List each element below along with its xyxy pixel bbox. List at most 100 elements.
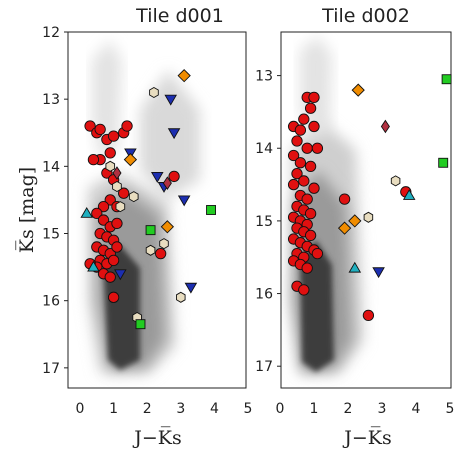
- x-tick-label: 3: [176, 401, 185, 417]
- star-circle: [107, 291, 120, 303]
- star-circle: [301, 142, 313, 154]
- star-hexagon: [112, 180, 122, 193]
- star-circle: [168, 170, 180, 183]
- star-circle: [304, 207, 317, 220]
- x-tick-label: 5: [446, 401, 455, 417]
- star-circle: [94, 123, 106, 136]
- star-diamond: [351, 83, 365, 97]
- star-circle: [111, 217, 123, 230]
- star-circle: [111, 241, 123, 253]
- star-circle: [107, 130, 120, 142]
- star-diamond: [160, 220, 174, 234]
- star-circle: [298, 284, 310, 296]
- star-diamond: [337, 221, 352, 235]
- star-circle: [311, 247, 324, 260]
- star-diamond: [162, 176, 172, 190]
- star-hexagon: [176, 291, 186, 303]
- star-circle: [362, 309, 375, 321]
- markers-d002: [287, 74, 452, 321]
- star-circle: [97, 200, 110, 213]
- star-circle: [97, 214, 110, 226]
- y-ticks-d002: 13 14 15 16 17: [255, 69, 281, 375]
- star-triangle-down: [177, 195, 191, 207]
- x-axis-label-d002: J−K̅s: [342, 427, 391, 449]
- star-triangle-down: [372, 267, 385, 279]
- y-tick-label: 16: [42, 294, 60, 310]
- star-hexagon: [363, 211, 374, 223]
- y-tick-label: 14: [255, 141, 273, 157]
- star-triangle-up: [348, 261, 362, 273]
- y-axis-label: K̅s [mag]: [16, 167, 38, 253]
- y-tick-label: 17: [42, 361, 60, 377]
- star-circle: [301, 193, 313, 205]
- x-tick-label: 1: [109, 401, 118, 417]
- star-hexagon: [115, 201, 126, 213]
- y-tick-label: 15: [255, 214, 273, 230]
- star-diamond: [348, 214, 362, 228]
- plot-frame-d001: [67, 31, 247, 389]
- star-circle: [294, 157, 307, 169]
- star-circle: [298, 175, 310, 187]
- star-triangle-down: [167, 128, 181, 140]
- star-diamond: [123, 152, 138, 167]
- star-circle: [291, 168, 303, 180]
- y-tick-label: 14: [42, 159, 60, 175]
- star-circle: [308, 182, 320, 194]
- star-diamond: [112, 166, 122, 180]
- star-circle: [121, 120, 133, 132]
- star-circle: [104, 271, 116, 283]
- star-hexagon: [390, 175, 401, 187]
- star-circle: [304, 160, 317, 173]
- star-triangle-up: [80, 206, 94, 218]
- x-tick-label: 2: [143, 401, 152, 417]
- star-circle: [298, 113, 310, 125]
- star-circle: [91, 207, 103, 220]
- star-circle: [304, 102, 317, 114]
- x-ticks-d002: 0 1 2 3 4 5: [276, 401, 455, 417]
- x-tick-label: 2: [344, 401, 353, 417]
- star-circle: [304, 229, 317, 242]
- star-circle: [294, 124, 307, 136]
- star-hexagon: [128, 191, 139, 203]
- star-circle: [287, 178, 300, 191]
- x-tick-label: 3: [378, 401, 387, 417]
- star-diamond: [380, 119, 390, 134]
- star-circle: [338, 193, 351, 205]
- star-triangle-down: [114, 269, 127, 281]
- star-circle: [311, 142, 324, 154]
- star-circle: [308, 120, 320, 133]
- star-triangle-up: [402, 189, 416, 200]
- y-tick-label: 13: [255, 69, 273, 85]
- star-circle: [154, 248, 167, 260]
- star-circle: [104, 194, 116, 206]
- panel-title-d002: Tile d002: [321, 5, 410, 27]
- y-ticks-d001: 12 13 14 15 16 17: [42, 25, 68, 377]
- x-tick-label: 4: [210, 401, 219, 417]
- star-circle: [308, 91, 320, 104]
- star-square: [145, 225, 156, 236]
- markers-d001: [80, 69, 216, 330]
- star-square: [206, 205, 216, 215]
- x-axis-label-d001: J−K̅s: [132, 427, 181, 449]
- star-circle: [104, 147, 116, 159]
- y-tick-label: 15: [42, 227, 60, 243]
- x-tick-label: 5: [244, 401, 253, 417]
- x-tick-label: 0: [276, 401, 285, 417]
- y-tick-label: 16: [255, 287, 273, 303]
- y-tick-label: 13: [42, 92, 60, 108]
- star-circle: [301, 262, 313, 274]
- star-circle: [291, 135, 303, 147]
- x-ticks-d001: 0 1 2 3 4 5: [76, 401, 253, 417]
- star-hexagon: [159, 238, 169, 250]
- star-square: [438, 157, 449, 168]
- star-hexagon: [105, 160, 116, 172]
- x-tick-label: 4: [412, 401, 421, 417]
- star-hexagon: [145, 244, 156, 256]
- x-tick-label: 1: [310, 401, 319, 417]
- star-triangle-down: [184, 282, 198, 294]
- star-diamond: [177, 69, 191, 83]
- star-circle: [118, 187, 130, 199]
- star-triangle-down: [164, 94, 178, 106]
